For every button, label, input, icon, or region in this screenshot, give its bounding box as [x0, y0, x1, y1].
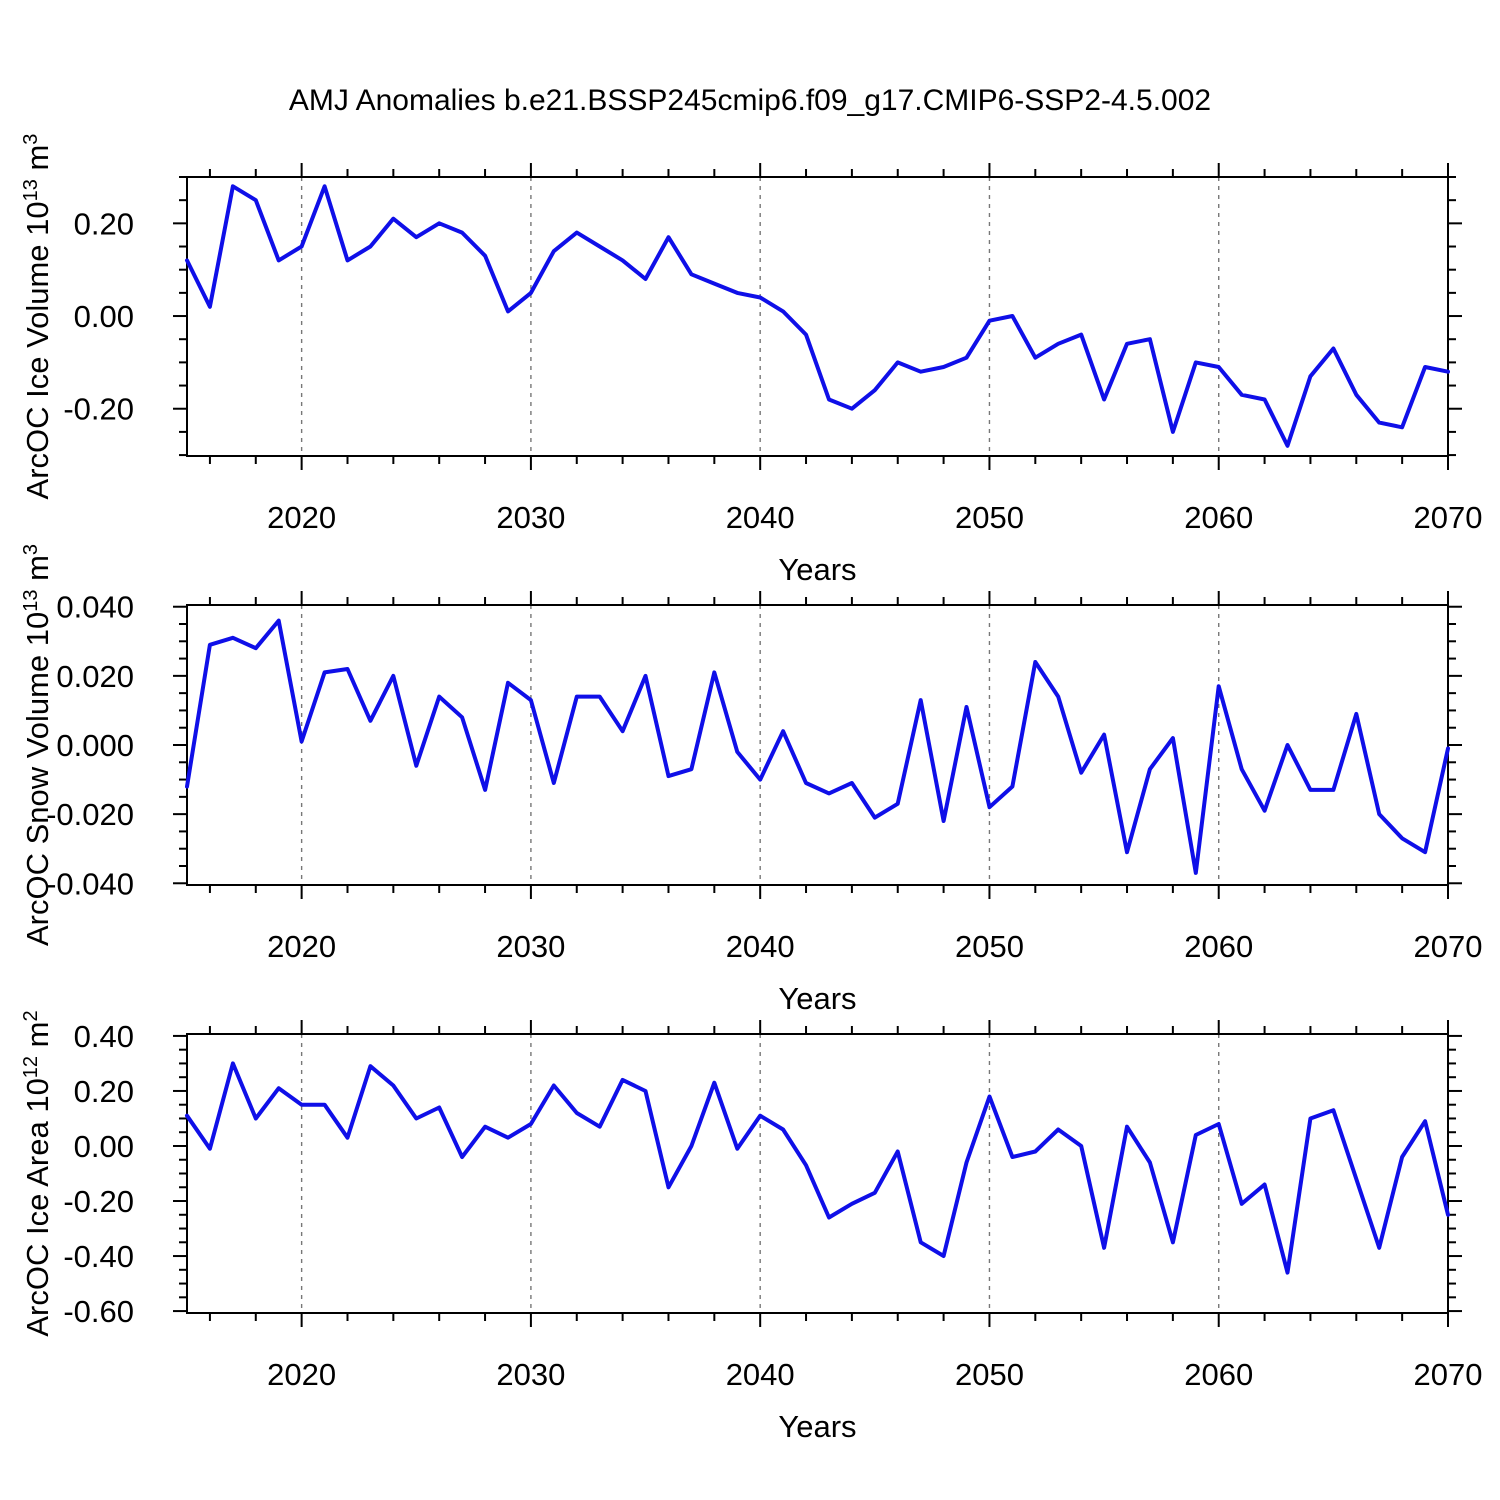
y-axis-title: ArcOC Ice Volume 1013 m3 [20, 134, 55, 500]
x-tick-label: 2050 [955, 500, 1024, 535]
y-tick-label: -0.40 [63, 1239, 134, 1274]
panel-ice-volume: -0.20 0.00 0.20 2020 2030 2040 2050 2060 2070 Yea… [20, 134, 1482, 587]
x-tick-label: 2050 [955, 1357, 1024, 1392]
x-tick-label: 2030 [496, 929, 565, 964]
x-tick-label: 2070 [1414, 1357, 1483, 1392]
y-tick-label: 0.40 [74, 1019, 134, 1054]
y-tick-label: -0.20 [63, 392, 134, 427]
x-tick-label: 2020 [267, 500, 336, 535]
y-tick-label: 0.00 [74, 1129, 134, 1164]
y-tick-label: -0.040 [46, 866, 134, 901]
y-tick-label: -0.60 [63, 1294, 134, 1329]
panel-snow-volume: -0.040 -0.020 0.000 0.020 0.040 2020 2030 2040 2… [20, 544, 1482, 1016]
x-axis-title: Years [778, 981, 856, 1016]
y-tick-label: 0.040 [56, 590, 134, 625]
panel-frame [186, 1033, 1449, 1314]
data-line-ice-volume [185, 184, 1450, 448]
x-tick-label: 2060 [1184, 929, 1253, 964]
x-tick-label: 2070 [1414, 929, 1483, 964]
panel-frame [186, 604, 1449, 886]
panel-frame [186, 176, 1449, 457]
x-tick-label: 2070 [1414, 500, 1483, 535]
x-tick-label: 2060 [1184, 500, 1253, 535]
x-axis-title: Years [778, 552, 856, 587]
y-tick-label: 0.20 [74, 1074, 134, 1109]
y-tick-label: 0.000 [56, 728, 134, 763]
x-axis-title: Years [778, 1409, 856, 1444]
y-tick-label: 0.20 [74, 206, 134, 241]
y-tick-label: -0.020 [46, 797, 134, 832]
data-line-ice-area [185, 1061, 1450, 1275]
y-tick-label: -0.20 [63, 1184, 134, 1219]
data-line-snow-volume [185, 618, 1450, 875]
x-tick-label: 2040 [726, 500, 795, 535]
y-tick-label: 0.00 [74, 299, 134, 334]
panel-ice-area: -0.60 -0.40 -0.20 0.00 0.20 0.40 2020 2030 2040 2… [20, 1010, 1482, 1444]
x-tick-label: 2050 [955, 929, 1024, 964]
x-tick-label: 2040 [726, 929, 795, 964]
x-tick-label: 2040 [726, 1357, 795, 1392]
y-axis-title: ArcOC Snow Volume 1013 m3 [20, 544, 55, 946]
x-tick-label: 2030 [496, 500, 565, 535]
y-tick-label: 0.020 [56, 659, 134, 694]
x-tick-label: 2060 [1184, 1357, 1253, 1392]
x-tick-label: 2030 [496, 1357, 565, 1392]
x-tick-label: 2020 [267, 929, 336, 964]
x-tick-label: 2020 [267, 1357, 336, 1392]
y-axis-title: ArcOC Ice Area 1012 m2 [20, 1010, 55, 1336]
chart-title: AMJ Anomalies b.e21.BSSP245cmip6.f09_g17… [288, 84, 1212, 117]
